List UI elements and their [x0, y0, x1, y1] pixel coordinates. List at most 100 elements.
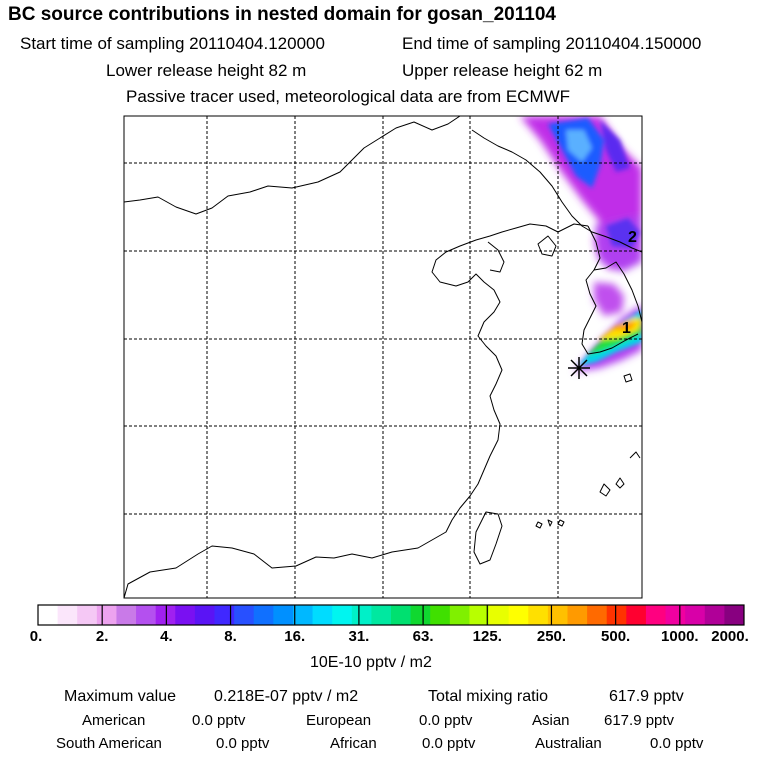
concentration-plume: [520, 116, 642, 372]
mongolia-border: [124, 116, 461, 215]
colorbar-tick-label: 4.: [160, 628, 173, 645]
colorbar-cell: [528, 605, 549, 625]
colorbar-cell: [194, 605, 215, 625]
colorbar-cell: [332, 605, 353, 625]
total-mixing-label: Total mixing ratio: [428, 688, 549, 705]
colorbar-tick-label: 31.: [348, 628, 370, 645]
colorbar-cell: [391, 605, 412, 625]
plume-orange: [612, 322, 636, 330]
region-european-name: European: [306, 712, 372, 729]
ryukyu-island-2: [615, 477, 625, 489]
colorbar-cell: [724, 605, 745, 625]
bohai-inner: [487, 241, 505, 273]
colorbar-cell: [587, 605, 608, 625]
colorbar-cell: [469, 605, 490, 625]
region-european-value: 0.0 pptv: [419, 712, 473, 729]
colorbar-tick-label: 2000.: [711, 628, 749, 645]
kyushu-island: [623, 373, 633, 383]
colorbar-cell: [155, 605, 176, 625]
region-australian-name: Australian: [535, 735, 602, 752]
colorbar-cell: [665, 605, 686, 625]
colorbar-cell: [685, 605, 706, 625]
korea-south-coast: [581, 269, 639, 355]
colorbar-cell: [312, 605, 333, 625]
small-island-3: [557, 519, 565, 527]
colorbar-cell: [96, 605, 117, 625]
colorbar-cell: [508, 605, 529, 625]
end-time-label: End time of sampling 20110404.150000: [402, 34, 702, 53]
colorbar-cell: [116, 605, 137, 625]
region-asian-name: Asian: [532, 712, 570, 729]
colorbar-cell: [567, 605, 588, 625]
colorbar-tick-label: 500.: [601, 628, 631, 645]
map-frame: [123, 115, 643, 599]
colorbar-cell: [645, 605, 667, 625]
region-african-name: African: [330, 735, 377, 752]
colorbar-cell: [704, 605, 725, 625]
colorbar-cell: [175, 605, 196, 625]
max-value: 0.218E-07 pptv / m2: [214, 688, 359, 705]
plume-lightblue-core: [566, 130, 592, 162]
region-american-name: American: [82, 712, 146, 729]
ryukyu-island-1: [599, 483, 611, 497]
marker-label-2: 2: [628, 229, 637, 246]
colorbar-ticks: [101, 605, 681, 625]
region-south-american-name: South American: [56, 735, 162, 752]
colorbar-cell: [489, 605, 510, 625]
colorbar-cell: [234, 605, 255, 625]
colorbar-unit: 10E-10 pptv / m2: [310, 654, 432, 671]
colorbar-cell: [626, 605, 647, 625]
colorbar-cell: [371, 605, 392, 625]
china-coast: [124, 223, 589, 598]
colorbar-cell: [77, 605, 98, 625]
colorbar-tick-label: 0.: [29, 628, 43, 645]
plume-violet-ne: [606, 218, 640, 248]
lat-lon-grid: [124, 116, 642, 598]
colorbar-cell: [273, 605, 294, 625]
total-mixing-value: 617.9 pptv: [609, 688, 684, 705]
region-african-value: 0.0 pptv: [422, 735, 476, 752]
region-american-value: 0.0 pptv: [192, 712, 246, 729]
ryukyu-island-3: [629, 451, 641, 459]
colorbar-cell: [253, 605, 274, 625]
max-value-label: Maximum value: [64, 688, 177, 705]
liaodong-peninsula: [537, 235, 557, 257]
taiwan-island: [473, 511, 503, 565]
region-australian-value: 0.0 pptv: [650, 735, 704, 752]
region-south-american-value: 0.0 pptv: [216, 735, 270, 752]
colorbar: [38, 605, 745, 625]
colorbar-cell: [351, 605, 372, 625]
station-star-icon: [568, 357, 590, 379]
upper-height-label: Upper release height 62 m: [402, 61, 603, 80]
tracer-note: Passive tracer used, meteorological data…: [126, 87, 571, 106]
colorbar-tick-label: 16.: [284, 628, 306, 645]
colorbar-cell: [292, 605, 314, 625]
colorbar-tick-label: 1000.: [661, 628, 699, 645]
region-asian-value: 617.9 pptv: [604, 712, 675, 729]
lower-height-label: Lower release height 82 m: [106, 61, 307, 80]
small-island-2: [547, 519, 553, 527]
colorbar-cell: [214, 605, 235, 625]
colorbar-tick-label: 8.: [224, 628, 237, 645]
colorbar-cell: [410, 605, 431, 625]
colorbar-cell: [57, 605, 78, 625]
colorbar-tick-label: 63.: [412, 628, 434, 645]
coastlines: [124, 116, 642, 598]
colorbar-tick-label: 250.: [536, 628, 567, 645]
colorbar-cell: [38, 605, 59, 625]
colorbar-cell: [449, 605, 470, 625]
start-time-label: Start time of sampling 20110404.120000: [20, 34, 325, 53]
china-northeast-border: [471, 129, 642, 253]
colorbar-cell: [606, 605, 627, 625]
colorbar-cell: [430, 605, 451, 625]
plot-title: BC source contributions in nested domain…: [8, 4, 556, 25]
plume-outer-mid: [594, 282, 624, 316]
small-island-1: [535, 521, 543, 529]
colorbar-frame: [37, 604, 745, 626]
korea-west-coast: [587, 225, 642, 323]
plume-violet-core: [600, 120, 630, 172]
colorbar-cell: [547, 605, 568, 625]
colorbar-cell: [136, 605, 157, 625]
colorbar-tick-label: 2.: [95, 628, 109, 645]
